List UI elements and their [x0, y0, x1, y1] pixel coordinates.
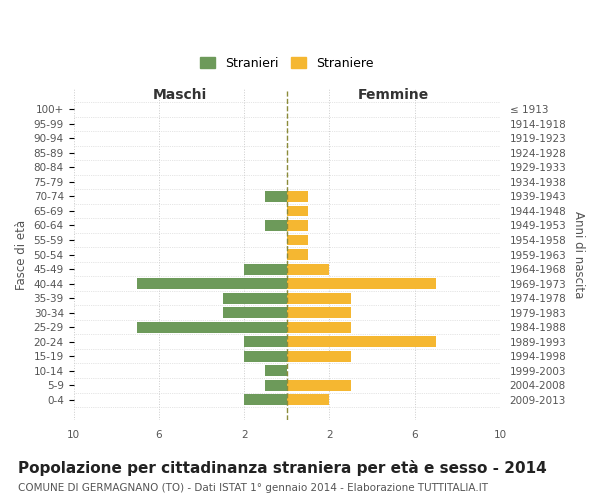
Bar [137, 278, 287, 289]
Text: Maschi: Maschi [153, 88, 207, 102]
Bar [265, 220, 287, 231]
Bar [223, 292, 287, 304]
Bar [287, 322, 351, 332]
Text: Popolazione per cittadinanza straniera per età e sesso - 2014: Popolazione per cittadinanza straniera p… [18, 460, 547, 475]
Bar [287, 264, 329, 274]
Bar [287, 394, 329, 405]
Bar [287, 249, 308, 260]
Bar [287, 307, 351, 318]
Bar [287, 292, 351, 304]
Y-axis label: Anni di nascita: Anni di nascita [572, 211, 585, 298]
Bar [265, 366, 287, 376]
Bar [287, 380, 351, 390]
Text: Femmine: Femmine [358, 88, 429, 102]
Legend: Stranieri, Straniere: Stranieri, Straniere [195, 52, 379, 75]
Bar [137, 322, 287, 332]
Bar [287, 234, 308, 246]
Bar [287, 278, 436, 289]
Bar [244, 336, 287, 347]
Bar [244, 351, 287, 362]
Bar [287, 191, 308, 202]
Bar [265, 191, 287, 202]
Bar [287, 206, 308, 216]
Bar [287, 351, 351, 362]
Bar [244, 394, 287, 405]
Text: COMUNE DI GERMAGNANO (TO) - Dati ISTAT 1° gennaio 2014 - Elaborazione TUTTITALIA: COMUNE DI GERMAGNANO (TO) - Dati ISTAT 1… [18, 483, 488, 493]
Bar [223, 307, 287, 318]
Y-axis label: Fasce di età: Fasce di età [15, 220, 28, 290]
Bar [244, 264, 287, 274]
Bar [287, 336, 436, 347]
Bar [265, 380, 287, 390]
Bar [287, 220, 308, 231]
